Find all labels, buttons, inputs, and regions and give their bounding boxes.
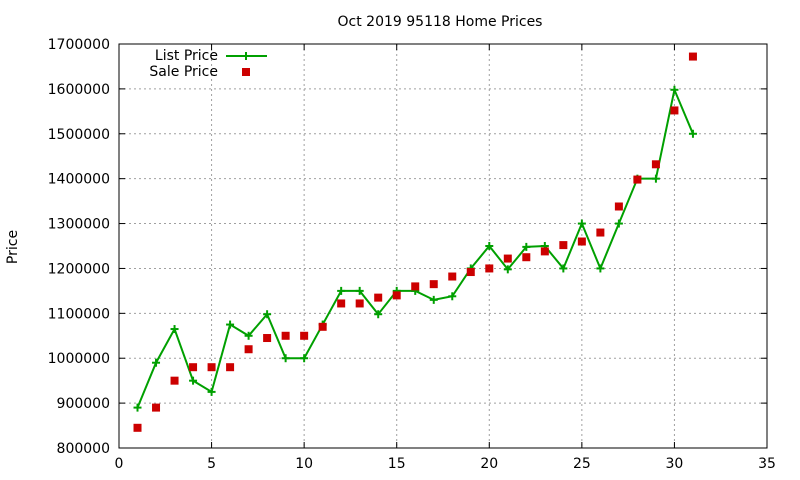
list-price-point	[300, 354, 309, 363]
x-tick-label: 0	[115, 456, 124, 472]
list-price-point	[688, 129, 697, 138]
sale-price-point	[263, 334, 272, 343]
sale-price-point	[207, 363, 216, 372]
chart-title: Oct 2019 95118 Home Prices	[338, 14, 543, 30]
sale-price-point	[300, 331, 309, 340]
x-tick-label: 5	[207, 456, 216, 472]
sale-price-point	[577, 237, 586, 246]
y-tick-label: 1300000	[48, 217, 110, 233]
sale-price-point	[226, 363, 235, 372]
x-tick-label: 30	[666, 456, 684, 472]
x-tick-label: 20	[480, 456, 498, 472]
sale-price-point	[281, 331, 290, 340]
list-price-point	[577, 219, 586, 228]
y-axis-label: Price	[5, 230, 21, 264]
x-tick-label: 25	[573, 456, 591, 472]
x-tick-label: 10	[295, 456, 313, 472]
list-price-line	[136, 86, 694, 408]
sale-price-point	[133, 423, 142, 432]
x-tick-label: 35	[758, 456, 776, 472]
list-price-point	[226, 320, 235, 329]
list-price-point	[448, 292, 457, 301]
y-tick-label: 1500000	[48, 127, 110, 143]
sale-price-point	[503, 254, 512, 263]
sale-price-point	[318, 322, 327, 331]
sale-price-point	[466, 268, 475, 277]
plot-area	[133, 52, 697, 432]
sale-price-point	[355, 299, 364, 308]
sale-price-point	[688, 52, 697, 61]
y-tick-label: 1200000	[48, 261, 110, 277]
sale-price-point	[559, 241, 568, 250]
axis-ticks: 0 5 10 15 20 25 30 35 800000 900000 1000000 1100000…	[48, 37, 776, 472]
sale-price-point	[374, 293, 383, 302]
list-price-point	[152, 358, 161, 367]
list-price-point	[170, 325, 179, 334]
list-price-point	[670, 85, 679, 94]
list-price-point	[263, 310, 272, 319]
legend-marker-sale-price	[242, 68, 250, 76]
sale-price-point	[337, 299, 346, 308]
x-tick-label: 15	[388, 456, 406, 472]
sale-price-point	[670, 106, 679, 115]
list-price-point	[651, 174, 660, 183]
sale-price-point	[651, 160, 660, 169]
y-tick-label: 1000000	[48, 351, 110, 367]
sale-price-point	[596, 228, 605, 237]
y-tick-label: 1100000	[48, 306, 110, 322]
list-price-point	[522, 242, 531, 251]
sale-price-point	[540, 247, 549, 256]
sale-price-point	[485, 264, 494, 273]
list-price-point	[374, 310, 383, 319]
y-tick-label: 1600000	[48, 82, 110, 98]
grid-lines	[119, 44, 767, 448]
sale-price-point	[392, 291, 401, 300]
y-tick-label: 900000	[57, 396, 110, 412]
legend-label-list-price: List Price	[155, 48, 218, 64]
sale-price-point	[633, 175, 642, 184]
list-price-point	[355, 286, 364, 295]
sale-price-point	[429, 280, 438, 289]
list-price-point	[133, 403, 142, 412]
list-price-point	[207, 387, 216, 396]
list-price-point	[244, 331, 253, 340]
legend-marker-list-price	[242, 52, 250, 60]
sale-price-point	[614, 202, 623, 211]
y-tick-label: 1700000	[48, 37, 110, 53]
list-price-point	[559, 264, 568, 273]
y-tick-label: 1400000	[48, 172, 110, 188]
list-price-point	[337, 286, 346, 295]
legend: List Price Sale Price	[149, 48, 267, 80]
sale-price-point	[522, 253, 531, 262]
sale-price-point	[189, 363, 198, 372]
sale-price-point	[448, 272, 457, 281]
legend-label-sale-price: Sale Price	[149, 64, 218, 80]
list-price-point	[596, 264, 605, 273]
list-price-point	[189, 376, 198, 385]
list-price-point	[429, 295, 438, 304]
y-tick-label: 800000	[57, 441, 110, 457]
list-price-point	[614, 219, 623, 228]
plot-frame	[118, 43, 768, 449]
list-price-point	[485, 242, 494, 250]
sale-price-point	[170, 376, 179, 385]
sale-price-point	[152, 403, 161, 412]
list-price-point	[281, 354, 290, 363]
sale-price-point	[411, 282, 420, 291]
list-price-point	[503, 265, 512, 274]
sale-price-point	[244, 345, 253, 354]
